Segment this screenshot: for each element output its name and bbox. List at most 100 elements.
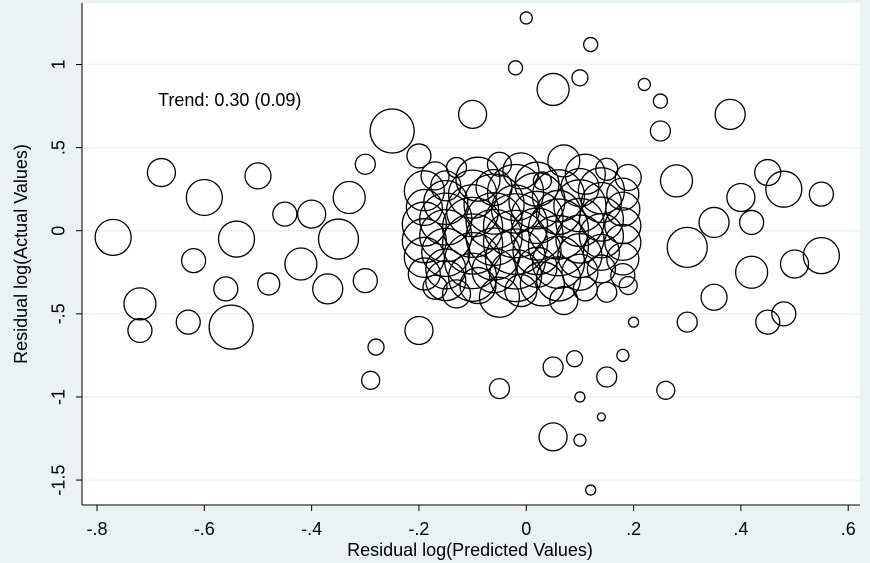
point <box>734 255 769 289</box>
point <box>542 356 564 378</box>
point <box>421 227 471 277</box>
point <box>510 190 564 245</box>
point <box>755 309 781 335</box>
point <box>532 171 553 191</box>
point <box>361 370 381 390</box>
point <box>652 93 669 109</box>
y-tick-label: -.5 <box>49 303 69 324</box>
point <box>369 108 415 154</box>
point <box>802 237 841 275</box>
point <box>175 309 201 335</box>
point <box>555 197 605 248</box>
point <box>659 164 694 198</box>
point <box>574 391 586 403</box>
point <box>504 273 538 308</box>
point <box>332 180 366 215</box>
point <box>656 380 676 400</box>
y-tick-label: 0 <box>49 226 69 236</box>
point <box>604 223 642 262</box>
point <box>519 261 566 307</box>
point <box>700 283 728 311</box>
point <box>146 157 177 188</box>
point <box>441 279 472 309</box>
point <box>549 285 579 316</box>
point <box>586 254 617 284</box>
point <box>596 412 607 422</box>
point <box>808 181 835 207</box>
point <box>257 272 281 296</box>
point <box>445 184 500 238</box>
point <box>610 262 636 289</box>
point <box>614 163 642 192</box>
point <box>531 169 586 223</box>
point <box>482 193 549 259</box>
x-tick-label: -.2 <box>408 519 429 539</box>
point <box>484 228 547 290</box>
point <box>457 99 488 130</box>
point <box>564 153 606 195</box>
point <box>637 77 651 92</box>
point <box>508 172 566 230</box>
point <box>401 201 447 247</box>
point <box>571 69 589 87</box>
point <box>478 276 521 318</box>
point <box>606 242 640 276</box>
point <box>507 60 524 76</box>
point <box>352 267 378 294</box>
point <box>596 366 618 388</box>
x-tick-label: -.6 <box>194 519 215 539</box>
point <box>425 248 467 290</box>
point <box>779 249 810 279</box>
point <box>312 273 344 305</box>
point <box>698 206 730 239</box>
point <box>123 287 157 321</box>
point <box>488 377 511 400</box>
point <box>649 120 672 142</box>
point <box>583 36 599 53</box>
point <box>606 177 640 211</box>
y-axis-label: Residual log(Actual Values) <box>11 144 31 364</box>
point <box>771 301 797 327</box>
point <box>488 248 543 303</box>
point <box>616 348 630 363</box>
point <box>284 247 318 281</box>
point <box>604 207 642 245</box>
point <box>754 158 782 187</box>
point <box>404 315 434 346</box>
point <box>407 257 441 291</box>
point <box>627 316 640 328</box>
point <box>765 170 803 208</box>
point <box>596 281 618 303</box>
point <box>555 214 605 264</box>
y-tick-label: -1.5 <box>49 465 69 496</box>
point <box>527 215 590 277</box>
point <box>726 182 756 213</box>
point <box>531 235 586 289</box>
point <box>180 247 207 274</box>
point <box>406 143 432 169</box>
point <box>714 98 746 131</box>
point <box>676 311 698 333</box>
point <box>244 162 272 190</box>
point <box>405 188 443 227</box>
y-tick-label: 1 <box>49 59 69 69</box>
point <box>272 201 298 227</box>
point <box>455 156 501 202</box>
point <box>354 153 376 175</box>
point <box>443 231 502 290</box>
point <box>217 220 256 258</box>
x-axis-label: Residual log(Predicted Values) <box>347 540 593 560</box>
point <box>585 484 597 496</box>
point <box>561 253 599 291</box>
point <box>185 178 223 217</box>
x-tick-label: .2 <box>626 519 641 539</box>
point <box>367 338 385 356</box>
x-tick-label: .6 <box>841 519 856 539</box>
point <box>666 226 708 269</box>
point <box>582 233 621 271</box>
annotation: Trend: 0.30 (0.09) <box>158 90 301 110</box>
point <box>519 11 533 25</box>
point <box>463 173 525 235</box>
point <box>565 350 584 368</box>
